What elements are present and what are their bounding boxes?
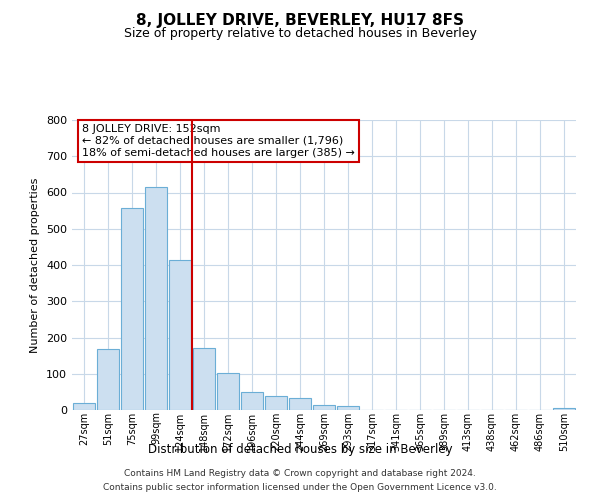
Text: Contains HM Land Registry data © Crown copyright and database right 2024.: Contains HM Land Registry data © Crown c… (124, 468, 476, 477)
Bar (121, 208, 143, 410)
Y-axis label: Number of detached properties: Number of detached properties (31, 178, 40, 352)
Bar (553, 408, 575, 410)
Bar (241, 392, 263, 410)
Bar (265, 396, 287, 410)
Text: Contains public sector information licensed under the Open Government Licence v3: Contains public sector information licen… (103, 484, 497, 492)
Bar (145, 188, 167, 410)
Bar (97, 349, 119, 410)
Bar (193, 348, 215, 410)
Text: 8 JOLLEY DRIVE: 152sqm
← 82% of detached houses are smaller (1,796)
18% of semi-: 8 JOLLEY DRIVE: 152sqm ← 82% of detached… (82, 124, 355, 158)
Text: 8, JOLLEY DRIVE, BEVERLEY, HU17 8FS: 8, JOLLEY DRIVE, BEVERLEY, HU17 8FS (136, 12, 464, 28)
Bar (313, 406, 335, 410)
Bar (73, 403, 95, 410)
Text: Distribution of detached houses by size in Beverley: Distribution of detached houses by size … (148, 444, 452, 456)
Bar (337, 406, 359, 410)
Bar (217, 373, 239, 410)
Text: Size of property relative to detached houses in Beverley: Size of property relative to detached ho… (124, 28, 476, 40)
Bar (169, 260, 191, 410)
Bar (289, 398, 311, 410)
